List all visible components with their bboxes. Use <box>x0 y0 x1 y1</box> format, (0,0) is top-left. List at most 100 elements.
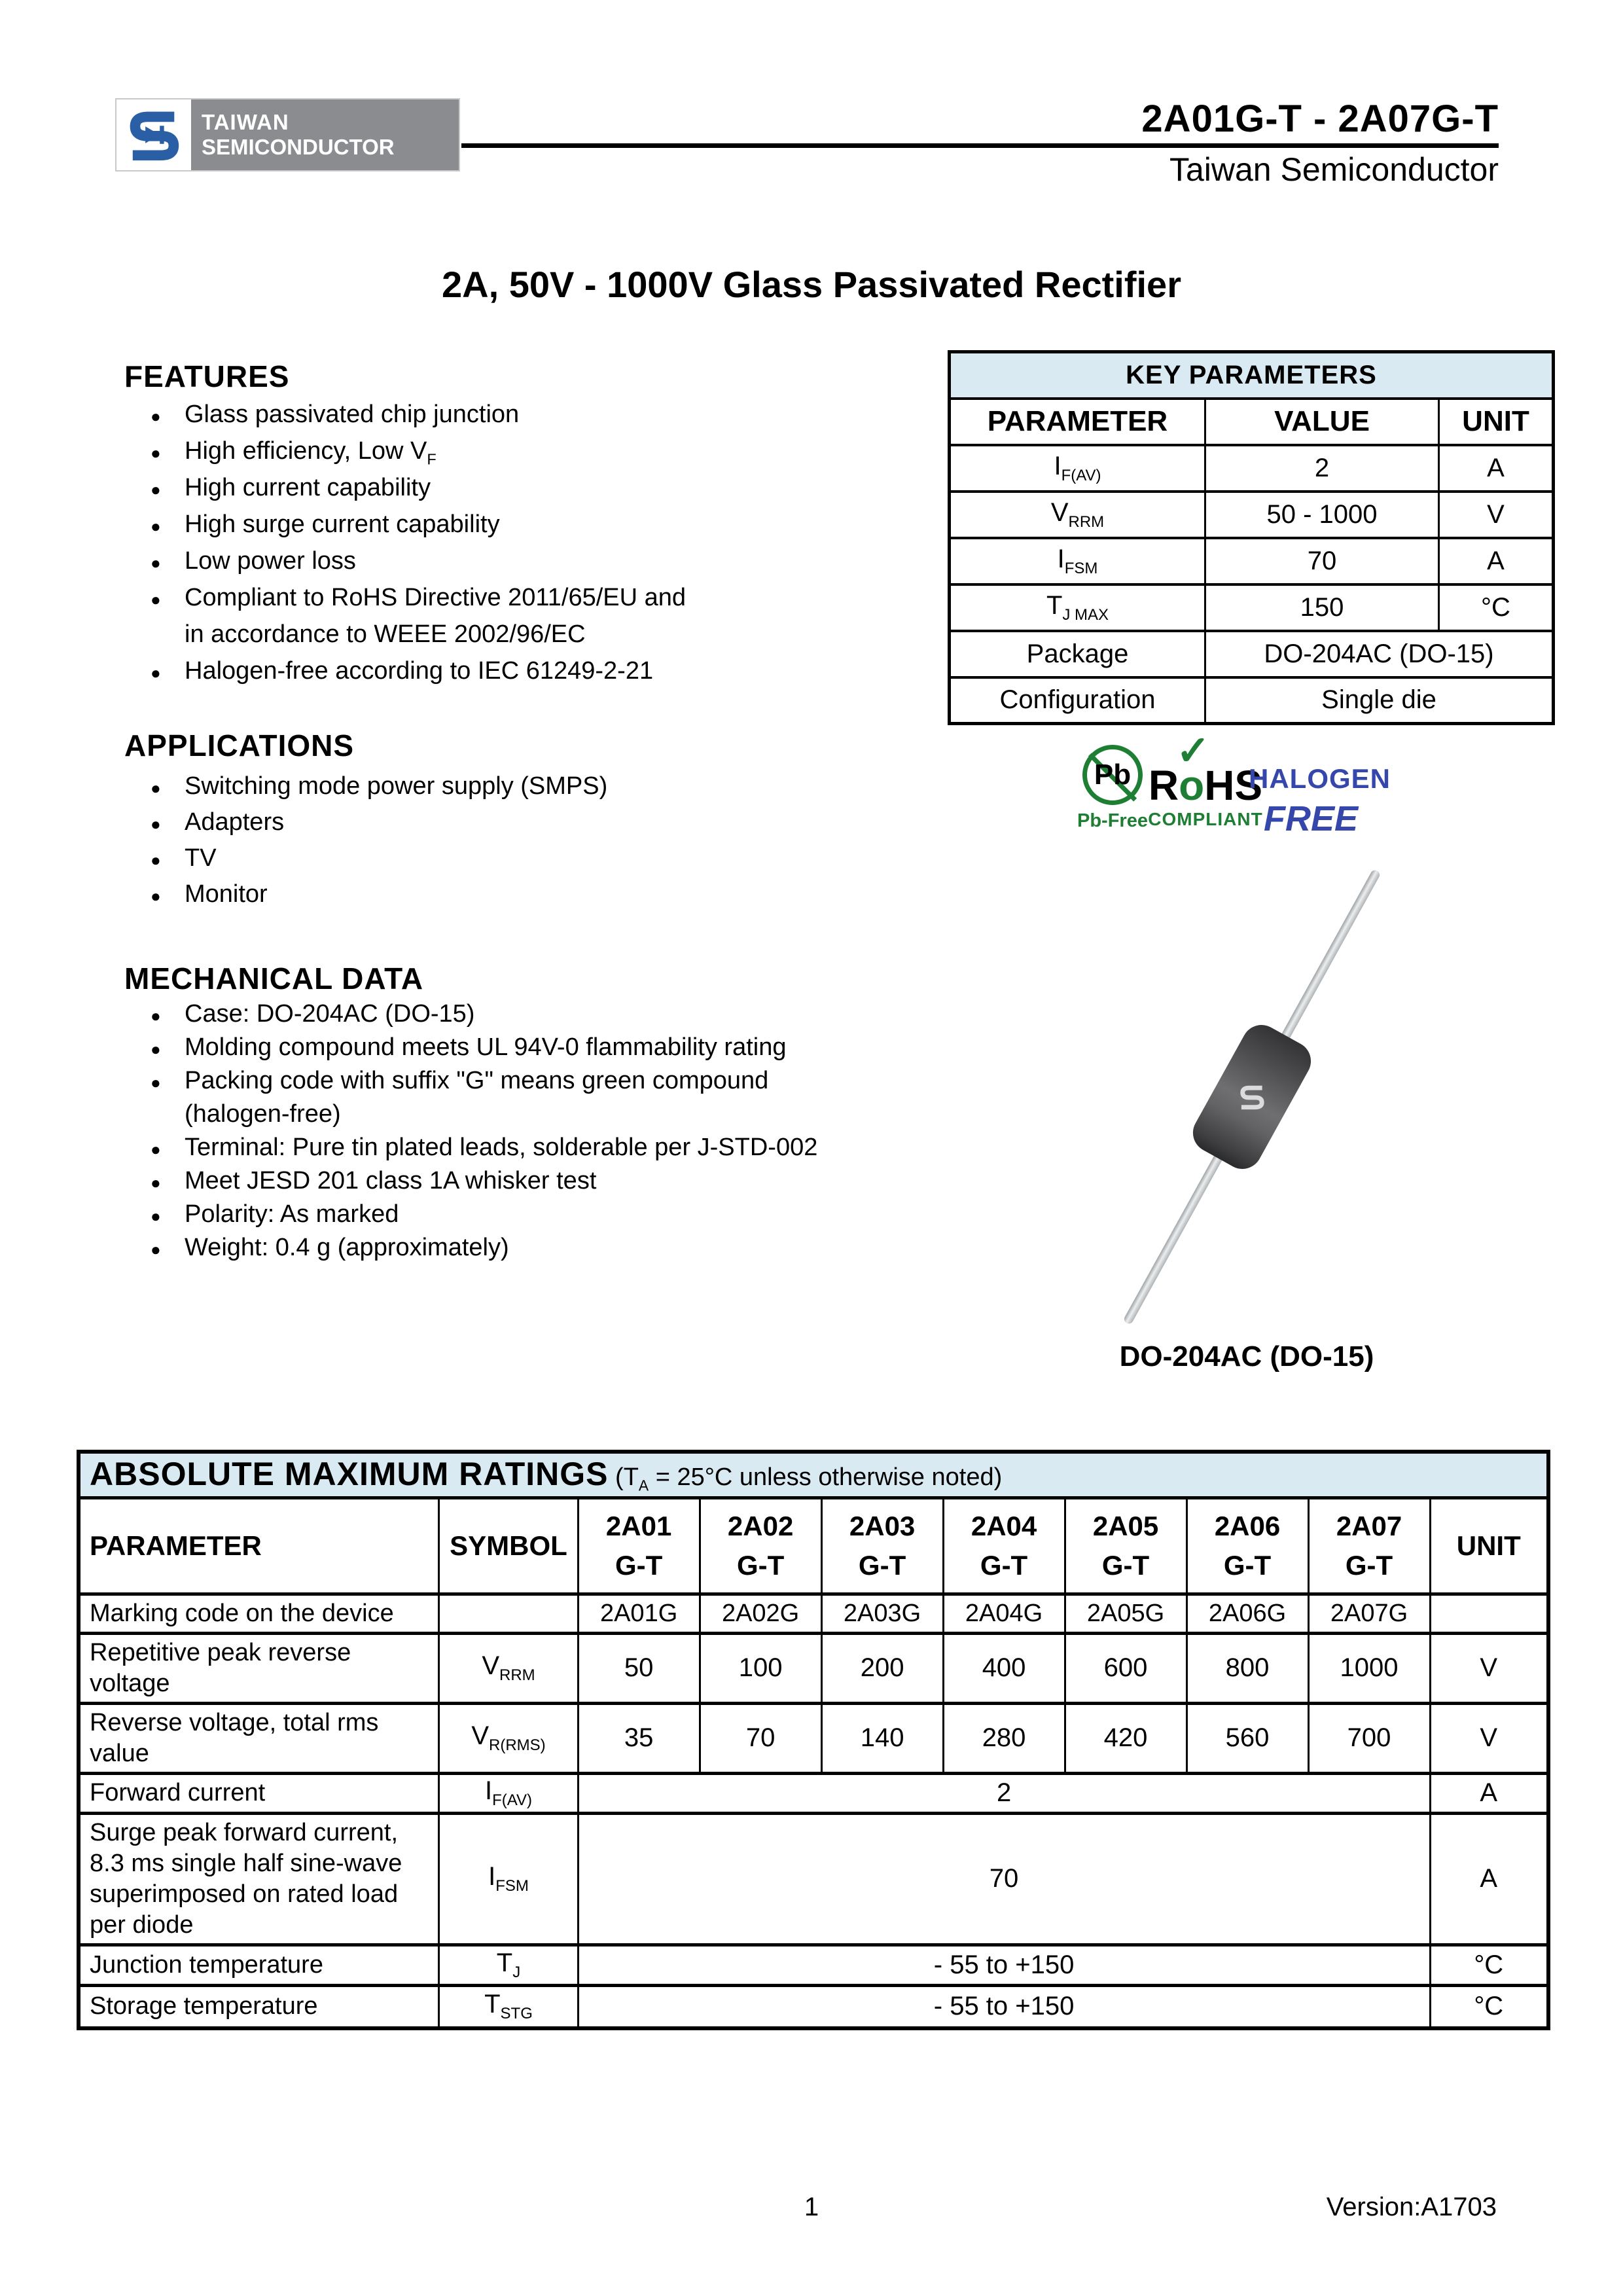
device-name: 2A04 <box>971 1510 1037 1541</box>
device-suffix: G-T <box>980 1549 1028 1581</box>
column-header-device: 2A01 G-T <box>577 1496 701 1596</box>
list-item-text: Low power loss <box>185 547 356 575</box>
symbol-base: I <box>488 1862 496 1891</box>
column-header-symbol: SYMBOL <box>438 1496 579 1596</box>
list-item: ● Case: DO-204AC (DO-15) <box>124 1000 949 1033</box>
unit-cell: V <box>1438 490 1554 539</box>
bullet-icon: ● <box>151 590 161 609</box>
list-item-text-pre: High efficiency, Low V <box>185 437 427 465</box>
symbol-base: T <box>484 1990 501 2019</box>
symbol-sub: F(AV) <box>492 1791 532 1809</box>
device-name: 2A07 <box>1336 1510 1402 1541</box>
symbol-cell: TJ <box>438 1943 579 1987</box>
list-item-text: Adapters <box>185 808 285 836</box>
rohs-hs: HS <box>1204 762 1263 809</box>
value-cell: 560 <box>1185 1701 1310 1775</box>
check-icon: ✓ <box>1176 728 1211 774</box>
symbol-base: V <box>1050 497 1069 527</box>
label-cell: Package <box>948 629 1206 679</box>
bullet-icon: ● <box>151 663 161 683</box>
list-item-text: Weight: 0.4 g (approximately) <box>185 1234 509 1261</box>
value-cell: 50 - 1000 <box>1204 490 1440 539</box>
table-title-row: KEY PARAMETERS <box>948 350 1554 400</box>
symbol-cell: VR(RMS) <box>438 1701 579 1775</box>
bullet-icon: ● <box>151 850 161 870</box>
symbol-base: V <box>471 1721 490 1750</box>
value-cell: 35 <box>577 1701 701 1775</box>
column-header-parameter: PARAMETER <box>948 397 1206 446</box>
unit-cell <box>1429 1592 1550 1635</box>
list-item: ● Molding compound meets UL 94V-0 flammab… <box>124 1033 949 1067</box>
symbol-cell: TJ MAX <box>948 583 1206 632</box>
abs-max-note: (TA = 25°C unless otherwise noted) <box>608 1463 1002 1494</box>
table-row: IF(AV) 2 A <box>948 443 1554 493</box>
page-title: 2A, 50V - 1000V Glass Passivated Rectifi… <box>442 264 1181 305</box>
symbol-base: T <box>496 1948 513 1977</box>
value-cell-span: - 55 to +150 <box>577 1943 1431 1987</box>
list-item-text: Monitor <box>185 880 268 908</box>
pb-free-badge: Pb Pb-Free <box>1075 745 1150 832</box>
logo-text-line2: SEMICONDUCTOR <box>202 135 395 159</box>
list-item: ● Switching mode power supply (SMPS) <box>124 772 607 808</box>
page-number: 1 <box>804 2193 819 2221</box>
parameter-cell: Marking code on the device <box>77 1592 440 1635</box>
pb-free-icon: Pb <box>1082 745 1143 805</box>
table-title-row: ABSOLUTE MAXIMUM RATINGS (TA = 25°C unle… <box>77 1450 1550 1499</box>
list-item-text: Case: DO-204AC (DO-15) <box>185 1000 475 1028</box>
list-item-text: Packing code with suffix "G" means green… <box>185 1067 769 1094</box>
symbol-cell: VRRM <box>438 1631 579 1705</box>
value-cell: 2A04G <box>942 1592 1066 1635</box>
unit-cell: °C <box>1438 583 1554 632</box>
list-item-text: in accordance to WEEE 2002/96/EC <box>185 620 586 648</box>
symbol-base: I <box>1054 451 1061 480</box>
bullet-icon: ● <box>151 406 161 426</box>
unit-cell: °C <box>1429 1983 1550 2030</box>
symbol-sub: R(RMS) <box>489 1736 546 1754</box>
halogen-free-badge: HALOGEN FREE <box>1249 763 1391 839</box>
list-item-continuation: (halogen-free) <box>124 1100 949 1134</box>
header-divider <box>461 143 1499 148</box>
parameter-cell: Storage temperature <box>77 1983 440 2030</box>
value-cell-span: - 55 to +150 <box>577 1983 1431 2030</box>
list-item: ● Polarity: As marked <box>124 1200 949 1234</box>
rohs-badge: R ✓ oHS COMPLIANT <box>1147 730 1264 830</box>
value-cell: 2 <box>1204 443 1440 493</box>
table-row: TJ MAX 150 °C <box>948 583 1554 632</box>
symbol-sub: J <box>512 1963 521 1981</box>
device-suffix: G-T <box>1223 1549 1272 1581</box>
value-cell: 2A01G <box>577 1592 701 1635</box>
value-cell: Single die <box>1204 675 1554 725</box>
list-item: ● Terminal: Pure tin plated leads, solder… <box>124 1134 949 1167</box>
list-item: ● High current capability <box>124 474 686 511</box>
value-cell-span: 70 <box>577 1811 1431 1946</box>
features-heading: FEATURES <box>124 359 290 393</box>
device-name: 2A05 <box>1092 1510 1159 1541</box>
table-row-tstg: Storage temperature TSTG - 55 to +150 °C <box>77 1983 1550 2030</box>
unit-cell: A <box>1438 536 1554 586</box>
unit-cell: °C <box>1429 1943 1550 1987</box>
bullet-icon: ● <box>151 480 161 499</box>
list-item-text-sub: F <box>427 450 437 468</box>
table-row-marking-code: Marking code on the device 2A01G 2A02G 2… <box>77 1592 1550 1635</box>
list-item: ● High surge current capability <box>124 511 686 547</box>
symbol-sub: FSM <box>1064 559 1098 577</box>
diode-body <box>1186 1018 1318 1176</box>
bullet-icon: ● <box>151 1173 161 1193</box>
device-suffix: G-T <box>1101 1549 1150 1581</box>
logo-text-line1: TAIWAN <box>202 110 289 134</box>
parameter-cell: Forward current <box>77 1771 440 1815</box>
value-cell: 2A07G <box>1307 1592 1431 1635</box>
table-row-tj: Junction temperature TJ - 55 to +150 °C <box>77 1943 1550 1987</box>
label-cell: Configuration <box>948 675 1206 725</box>
column-header-value: VALUE <box>1204 397 1440 446</box>
column-header-unit: UNIT <box>1429 1496 1550 1596</box>
device-suffix: G-T <box>615 1549 663 1581</box>
halogen-label-line1: HALOGEN <box>1249 763 1391 794</box>
diode-package-image <box>1115 865 1389 1329</box>
symbol-cell: IF(AV) <box>948 443 1206 493</box>
column-header-parameter: PARAMETER <box>77 1496 440 1596</box>
column-header-device: 2A05 G-T <box>1063 1496 1188 1596</box>
value-cell: 420 <box>1063 1701 1188 1775</box>
table-row: IFSM 70 A <box>948 536 1554 586</box>
